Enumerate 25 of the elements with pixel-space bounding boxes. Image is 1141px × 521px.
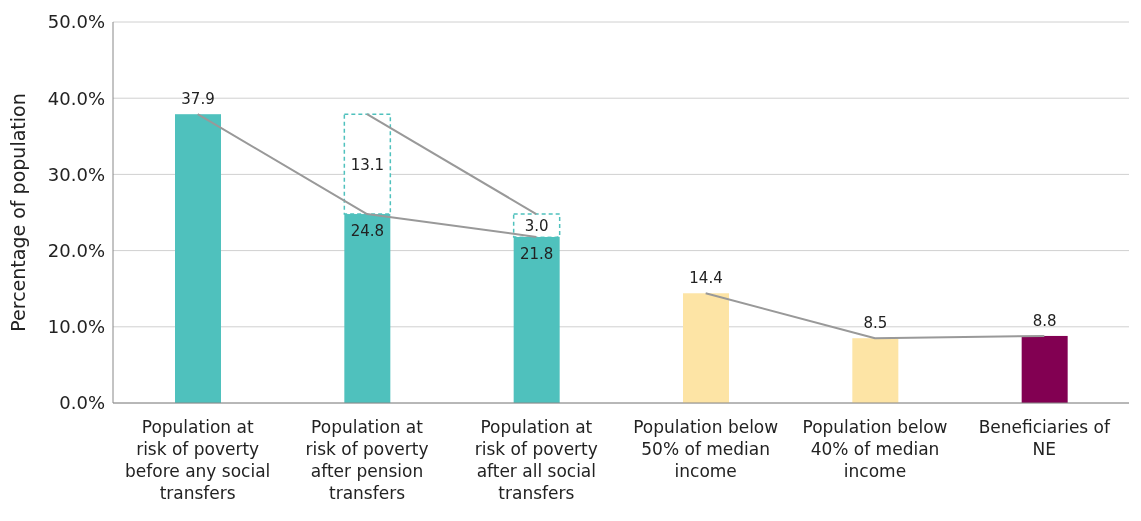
x-tick-label: Population at risk of poverty after all social transfers — [474, 417, 598, 503]
data-label: 13.1 — [350, 156, 385, 175]
data-label: 24.8 — [350, 222, 385, 241]
data-label: 37.9 — [181, 90, 215, 109]
x-tick-label: Population at risk of poverty before any social transfers — [125, 417, 271, 503]
y-tick-label: 20.0% — [47, 239, 105, 261]
bar — [175, 114, 221, 403]
data-label: 8.8 — [1032, 311, 1057, 330]
y-axis-title: Percentage of population — [6, 93, 29, 332]
x-tick-label: Population at risk of poverty after pension transfers — [305, 417, 429, 503]
data-label: 3.0 — [524, 217, 549, 236]
data-label: 8.5 — [863, 314, 888, 333]
x-tick-label: Population below 40% of median income — [802, 417, 948, 481]
y-tick-label: 30.0% — [47, 163, 105, 185]
bar — [852, 338, 899, 403]
y-tick-label: 0.0% — [59, 392, 105, 414]
x-tick-label: Beneficiaries of NE — [978, 417, 1112, 459]
y-tick-label: 50.0% — [47, 11, 105, 33]
x-tick-label: Population below 50% of median income — [633, 417, 779, 481]
data-label: 14.4 — [689, 269, 723, 288]
y-tick-label: 10.0% — [47, 316, 105, 338]
bar — [1021, 335, 1068, 403]
bar — [683, 293, 729, 403]
data-label: 21.8 — [519, 244, 554, 263]
y-tick-label: 40.0% — [47, 87, 105, 109]
